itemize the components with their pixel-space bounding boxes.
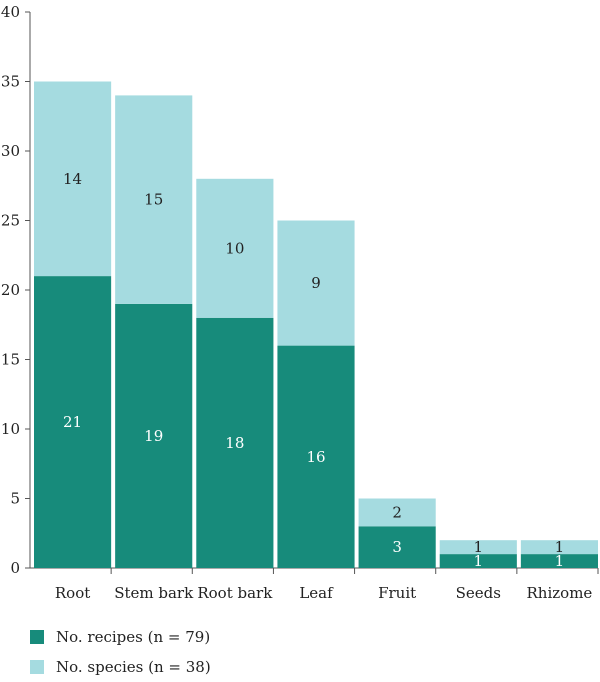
- y-tick-label: 40: [1, 3, 20, 21]
- data-label: 1: [555, 538, 565, 556]
- data-label: 16: [306, 448, 325, 466]
- x-tick-label: Root bark: [197, 584, 273, 602]
- data-label: 14: [63, 170, 82, 188]
- legend-label-species: No. species (n = 38): [56, 658, 211, 676]
- bar-segment: [34, 81, 112, 277]
- data-label: 21: [63, 413, 82, 431]
- y-tick-label: 0: [10, 559, 20, 577]
- bar-segment: [34, 276, 112, 568]
- bar-segment: [358, 526, 436, 568]
- bar-segment: [196, 178, 274, 318]
- bar-segment: [115, 303, 193, 568]
- data-label: 3: [392, 538, 402, 556]
- data-label: 1: [555, 552, 565, 570]
- data-label: 10: [225, 239, 244, 257]
- legend-item-recipes: No. recipes (n = 79): [30, 622, 211, 652]
- x-tick-label: Rhizome: [527, 584, 593, 602]
- data-label: 2: [392, 503, 402, 521]
- bar-segment: [520, 540, 598, 555]
- data-label: 19: [144, 427, 163, 445]
- x-tick-label: Leaf: [299, 584, 334, 602]
- x-tick-label: Stem bark: [114, 584, 194, 602]
- bar-segment: [196, 317, 274, 568]
- y-axis: 0 5 10 15 20 25 30 35 40: [1, 3, 31, 577]
- y-tick-label: 5: [10, 490, 20, 508]
- x-tick-label: Fruit: [378, 584, 416, 602]
- y-tick-label: 20: [1, 281, 20, 299]
- y-tick-label: 30: [1, 142, 20, 160]
- x-tick-label: Seeds: [456, 584, 501, 602]
- legend: No. recipes (n = 79) No. species (n = 38…: [30, 622, 211, 682]
- data-label: 15: [144, 191, 163, 209]
- y-tick-label: 10: [1, 420, 20, 438]
- data-label: 18: [225, 434, 244, 452]
- legend-label-recipes: No. recipes (n = 79): [56, 628, 211, 646]
- y-tick-label: 35: [1, 73, 20, 91]
- bar-segment: [115, 95, 193, 304]
- legend-swatch-recipes: [30, 630, 44, 644]
- y-tick-label: 25: [1, 212, 20, 230]
- bar-segment: [277, 220, 355, 346]
- bar-segment: [277, 345, 355, 568]
- chart: 0 5 10 15 20 25 30 35 40 Root Stem bark Root bark L…: [1, 3, 599, 602]
- bar-segment: [520, 554, 598, 568]
- x-axis: Root Stem bark Root bark Leaf Fruit Seeds Rhiz…: [30, 567, 599, 602]
- y-tick-label: 15: [1, 351, 20, 369]
- data-label: 9: [311, 274, 321, 292]
- bar-segment: [439, 554, 517, 568]
- data-label: 1: [474, 552, 484, 570]
- x-tick-label: Root: [55, 584, 90, 602]
- legend-item-species: No. species (n = 38): [30, 652, 211, 682]
- legend-swatch-species: [30, 660, 44, 674]
- data-label: 1: [474, 538, 484, 556]
- bar-segment: [439, 540, 517, 555]
- bar-segment: [358, 498, 436, 527]
